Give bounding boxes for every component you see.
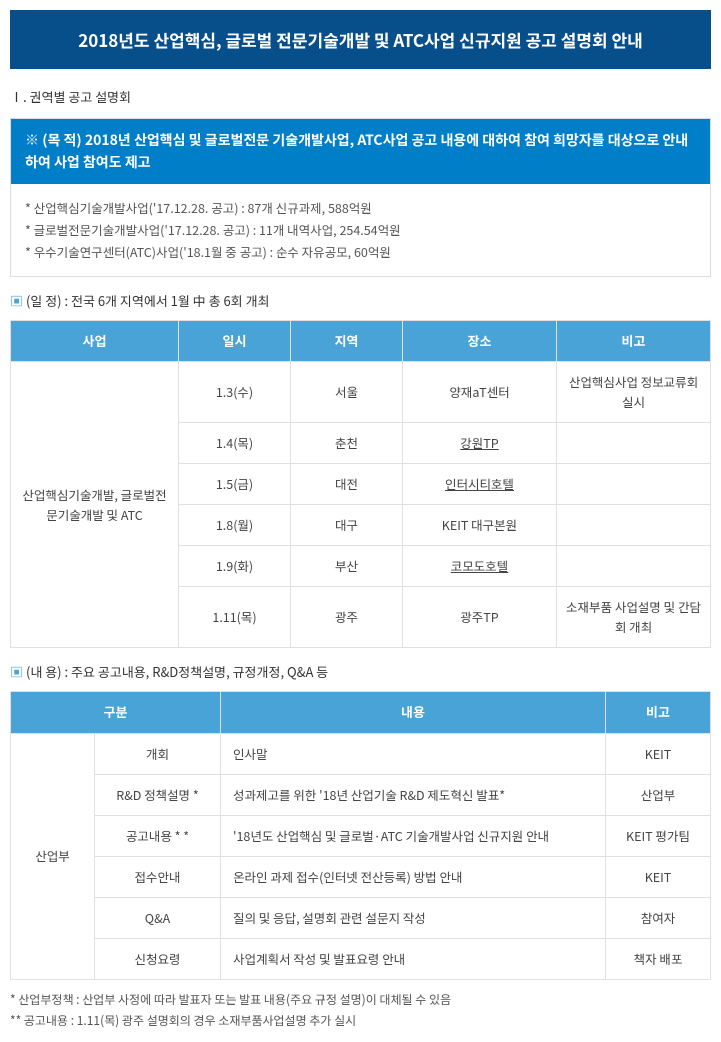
- table-row: 접수안내온라인 과제 접수(인터넷 전산등록) 방법 안내KEIT: [11, 856, 711, 897]
- cell-date: 1.4(목): [179, 423, 291, 464]
- cell-note: [557, 546, 711, 587]
- cell-desc: 사업계획서 작성 및 발표요령 안내: [221, 938, 606, 979]
- schedule-text: (일 정) : 전국 6개 지역에서 1월 中 총 6회 개최: [26, 291, 270, 310]
- cell-sub: 신청요령: [95, 938, 221, 979]
- cell-note: 산업부: [606, 774, 711, 815]
- cell-note: 참여자: [606, 897, 711, 938]
- th-project: 사업: [11, 320, 179, 362]
- cell-desc: 질의 및 응답, 설명회 관련 설문지 작성: [221, 897, 606, 938]
- th-note: 비고: [606, 692, 711, 734]
- th-category: 구분: [11, 692, 221, 734]
- cell-sub: 공고내용 * *: [95, 815, 221, 856]
- purpose-item: * 우수기술연구센터(ATC)사업('18.1월 중 공고) : 순수 자유공모…: [25, 242, 696, 262]
- cell-sub: R&D 정책설명 *: [95, 774, 221, 815]
- footnote: * 산업부정책 : 산업부 사정에 따라 발표자 또는 발표 내용(주요 규정 …: [10, 990, 711, 1009]
- cell-sub: 접수안내: [95, 856, 221, 897]
- purpose-item: * 글로벌전문기술개발사업('17.12.28. 공고) : 11개 내역사업,…: [25, 220, 696, 240]
- cell-place: 양재aT센터: [403, 362, 557, 423]
- table-row: 신청요령사업계획서 작성 및 발표요령 안내책자 배포: [11, 938, 711, 979]
- cell-region: 서울: [291, 362, 403, 423]
- content-table: 구분 내용 비고 산업부개회인사말KEITR&D 정책설명 *성과제고를 위한 …: [10, 691, 711, 980]
- cell-date: 1.3(수): [179, 362, 291, 423]
- bullet-icon: ▣: [10, 291, 23, 310]
- content-text: (내 용) : 주요 공고내용, R&D정책설명, 규정개정, Q&A 등: [26, 662, 328, 681]
- cell-region: 춘천: [291, 423, 403, 464]
- table-row: R&D 정책설명 *성과제고를 위한 '18년 산업기술 R&D 제도혁신 발표…: [11, 774, 711, 815]
- cell-note: [557, 505, 711, 546]
- cell-region: 광주: [291, 587, 403, 648]
- purpose-heading: (목 적) 2018년 산업핵심 및 글로벌전문 기술개발사업, ATC사업 공…: [11, 119, 710, 184]
- cell-region: 대구: [291, 505, 403, 546]
- bullet-icon: ▣: [10, 662, 23, 681]
- content-label: ▣ (내 용) : 주요 공고내용, R&D정책설명, 규정개정, Q&A 등: [10, 662, 711, 683]
- cell-date: 1.11(목): [179, 587, 291, 648]
- footnotes: * 산업부정책 : 산업부 사정에 따라 발표자 또는 발표 내용(주요 규정 …: [10, 990, 711, 1030]
- table-row: 공고내용 * *'18년도 산업핵심 및 글로벌·ATC 기술개발사업 신규지원…: [11, 815, 711, 856]
- purpose-box: (목 적) 2018년 산업핵심 및 글로벌전문 기술개발사업, ATC사업 공…: [10, 118, 711, 277]
- cell-desc: '18년도 산업핵심 및 글로벌·ATC 기술개발사업 신규지원 안내: [221, 815, 606, 856]
- table-header-row: 구분 내용 비고: [11, 692, 711, 734]
- cell-note: KEIT: [606, 733, 711, 774]
- cell-note: 산업핵심사업 정보교류회 실시: [557, 362, 711, 423]
- th-note: 비고: [557, 320, 711, 362]
- cell-desc: 온라인 과제 접수(인터넷 전산등록) 방법 안내: [221, 856, 606, 897]
- cell-note: [557, 423, 711, 464]
- purpose-items: * 산업핵심기술개발사업('17.12.28. 공고) : 87개 신규과제, …: [11, 184, 710, 276]
- th-region: 지역: [291, 320, 403, 362]
- cell-desc: 성과제고를 위한 '18년 산업기술 R&D 제도혁신 발표*: [221, 774, 606, 815]
- cell-region: 부산: [291, 546, 403, 587]
- cell-sub: Q&A: [95, 897, 221, 938]
- cell-place: 코모도호텔: [403, 546, 557, 587]
- cell-region: 대전: [291, 464, 403, 505]
- group-cell: 산업부: [11, 733, 95, 979]
- cell-place: 광주TP: [403, 587, 557, 648]
- cell-sub: 개회: [95, 733, 221, 774]
- cell-place: 인터시티호텔: [403, 464, 557, 505]
- th-content: 내용: [221, 692, 606, 734]
- page-title: 2018년도 산업핵심, 글로벌 전문기술개발 및 ATC사업 신규지원 공고 …: [10, 10, 711, 69]
- group-cell: 산업핵심기술개발, 글로벌전문기술개발 및 ATC: [11, 362, 179, 648]
- schedule-label: ▣ (일 정) : 전국 6개 지역에서 1월 中 총 6회 개최: [10, 291, 711, 312]
- cell-note: KEIT 평가팀: [606, 815, 711, 856]
- cell-date: 1.9(화): [179, 546, 291, 587]
- table-row: 산업부개회인사말KEIT: [11, 733, 711, 774]
- cell-desc: 인사말: [221, 733, 606, 774]
- cell-place: 강원TP: [403, 423, 557, 464]
- cell-note: KEIT: [606, 856, 711, 897]
- schedule-table: 사업 일시 지역 장소 비고 산업핵심기술개발, 글로벌전문기술개발 및 ATC…: [10, 320, 711, 649]
- cell-place: KEIT 대구본원: [403, 505, 557, 546]
- cell-date: 1.8(월): [179, 505, 291, 546]
- purpose-item: * 산업핵심기술개발사업('17.12.28. 공고) : 87개 신규과제, …: [25, 198, 696, 218]
- footnote: ** 공고내용 : 1.11(목) 광주 설명회의 경우 소재부품사업설명 추가…: [10, 1011, 711, 1030]
- table-row: Q&A질의 및 응답, 설명회 관련 설문지 작성참여자: [11, 897, 711, 938]
- th-place: 장소: [403, 320, 557, 362]
- table-row: 산업핵심기술개발, 글로벌전문기술개발 및 ATC1.3(수)서울양재aT센터산…: [11, 362, 711, 423]
- section-label: Ⅰ. 권역별 공고 설명회: [10, 87, 711, 108]
- table-header-row: 사업 일시 지역 장소 비고: [11, 320, 711, 362]
- cell-note: [557, 464, 711, 505]
- cell-note: 소재부품 사업설명 및 간담회 개최: [557, 587, 711, 648]
- cell-note: 책자 배포: [606, 938, 711, 979]
- cell-date: 1.5(금): [179, 464, 291, 505]
- th-date: 일시: [179, 320, 291, 362]
